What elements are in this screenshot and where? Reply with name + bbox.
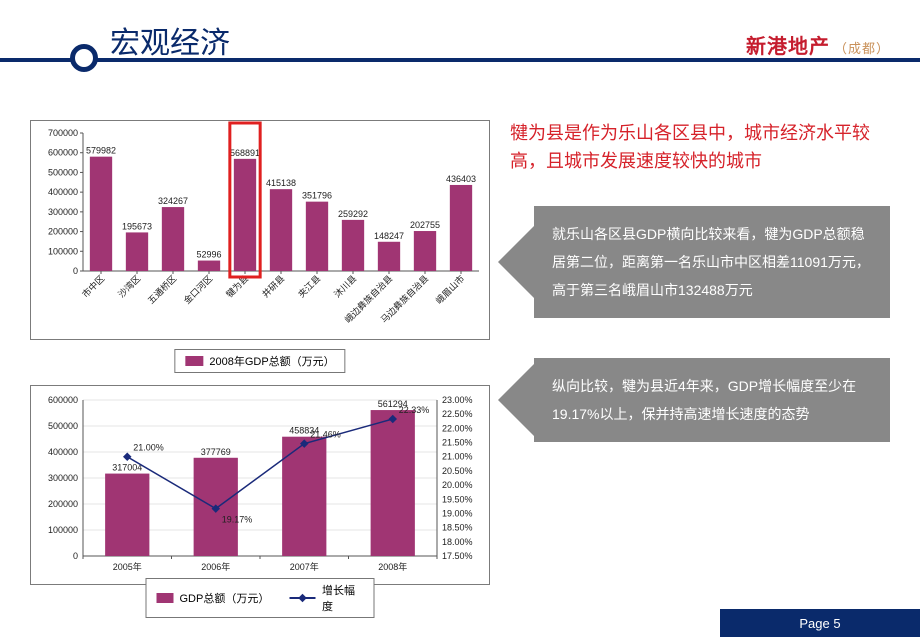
svg-text:20.00%: 20.00% [442, 480, 473, 490]
charts-column: 0 100000 200000 300000 400000 500000 600000 700… [30, 120, 490, 585]
svg-text:19.50%: 19.50% [442, 494, 473, 504]
page-number: Page 5 [799, 616, 840, 631]
legend-swatch-bar [157, 593, 174, 603]
svg-text:500000: 500000 [48, 167, 78, 177]
svg-text:259292: 259292 [338, 209, 368, 219]
svg-text:200000: 200000 [48, 499, 78, 509]
svg-text:600000: 600000 [48, 148, 78, 158]
svg-text:峨眉山市: 峨眉山市 [433, 273, 466, 306]
chart1-svg: 0 100000 200000 300000 400000 500000 600000 700… [31, 121, 489, 339]
svg-text:沐川县: 沐川县 [332, 273, 359, 300]
svg-text:324267: 324267 [158, 196, 188, 206]
right-column: 犍为县是作为乐山各区县中，城市经济水平较高，且城市发展速度较快的城市 就乐山各区… [510, 120, 890, 482]
svg-text:200000: 200000 [48, 227, 78, 237]
header: 宏观经济 新港地产 （成都） [0, 0, 920, 78]
brand-name: 新港地产 [746, 36, 830, 58]
svg-text:金口河区: 金口河区 [181, 273, 214, 306]
chart2-legend-line: 增长幅度 [322, 582, 364, 614]
svg-text:2007年: 2007年 [290, 561, 319, 572]
svg-text:436403: 436403 [446, 174, 476, 184]
svg-text:21.46%: 21.46% [310, 430, 341, 440]
gdp-trend-chart: 0 100000 200000 300000 400000 500000 600000 17.… [30, 385, 490, 585]
svg-text:351796: 351796 [302, 191, 332, 201]
svg-text:400000: 400000 [48, 447, 78, 457]
svg-text:21.00%: 21.00% [133, 443, 164, 453]
svg-text:市中区: 市中区 [80, 273, 107, 300]
svg-text:0: 0 [73, 266, 78, 276]
svg-text:300000: 300000 [48, 473, 78, 483]
svg-text:148247: 148247 [374, 231, 404, 241]
svg-text:沙湾区: 沙湾区 [116, 273, 143, 300]
svg-text:五通桥区: 五通桥区 [145, 273, 178, 306]
svg-text:2006年: 2006年 [201, 561, 230, 572]
svg-text:700000: 700000 [48, 128, 78, 138]
svg-text:300000: 300000 [48, 207, 78, 217]
callout-text: 犍为县是作为乐山各区县中，城市经济水平较高，且城市发展速度较快的城市 [510, 120, 890, 176]
svg-text:17.50%: 17.50% [442, 551, 473, 561]
page-footer: Page 5 [720, 609, 920, 637]
svg-text:2005年: 2005年 [113, 561, 142, 572]
brand-sub: （成都） [834, 41, 890, 56]
header-bullet [70, 44, 98, 72]
page-title: 宏观经济 [110, 18, 230, 62]
legend-swatch [185, 356, 203, 366]
chart1-legend: 2008年GDP总额（万元） [174, 349, 345, 373]
chart2-svg: 0 100000 200000 300000 400000 500000 600000 17.… [31, 386, 489, 584]
svg-text:579982: 579982 [86, 146, 116, 156]
chart2-legend: GDP总额（万元） 增长幅度 [146, 578, 375, 618]
svg-text:22.33%: 22.33% [399, 405, 430, 415]
svg-text:2008年: 2008年 [378, 561, 407, 572]
svg-text:18.50%: 18.50% [442, 523, 473, 533]
svg-text:600000: 600000 [48, 395, 78, 405]
svg-text:377769: 377769 [201, 447, 231, 457]
svg-text:夹江县: 夹江县 [296, 273, 323, 300]
chart1-legend-label: 2008年GDP总额（万元） [209, 353, 334, 369]
svg-text:21.00%: 21.00% [442, 452, 473, 462]
annotation-box-1: 就乐山各区县GDP横向比较来看，犍为GDP总额稳居第二位，距离第一名乐山市中区相… [534, 206, 890, 318]
svg-text:19.17%: 19.17% [222, 515, 253, 525]
svg-text:415138: 415138 [266, 178, 296, 188]
gdp-by-district-chart: 0 100000 200000 300000 400000 500000 600000 700… [30, 120, 490, 340]
svg-text:22.50%: 22.50% [442, 409, 473, 419]
svg-text:22.00%: 22.00% [442, 423, 473, 433]
svg-text:317004: 317004 [112, 463, 142, 473]
chart2-legend-bar: GDP总额（万元） [180, 590, 265, 606]
svg-text:568891: 568891 [230, 148, 260, 158]
svg-text:井研县: 井研县 [260, 273, 287, 300]
svg-text:400000: 400000 [48, 187, 78, 197]
svg-text:19.00%: 19.00% [442, 508, 473, 518]
svg-text:21.50%: 21.50% [442, 438, 473, 448]
svg-text:202755: 202755 [410, 220, 440, 230]
svg-text:20.50%: 20.50% [442, 466, 473, 476]
svg-text:195673: 195673 [122, 221, 152, 231]
svg-text:500000: 500000 [48, 421, 78, 431]
svg-text:18.00%: 18.00% [442, 537, 473, 547]
svg-text:0: 0 [73, 551, 78, 561]
svg-text:52996: 52996 [196, 250, 221, 260]
legend-swatch-line [290, 597, 316, 599]
svg-text:100000: 100000 [48, 525, 78, 535]
annotation-box-2: 纵向比较，犍为县近4年来，GDP增长幅度至少在19.17%以上，保并持高速增长速… [534, 358, 890, 442]
svg-text:23.00%: 23.00% [442, 395, 473, 405]
svg-text:100000: 100000 [48, 246, 78, 256]
brand-logo: 新港地产 （成都） [746, 30, 890, 59]
